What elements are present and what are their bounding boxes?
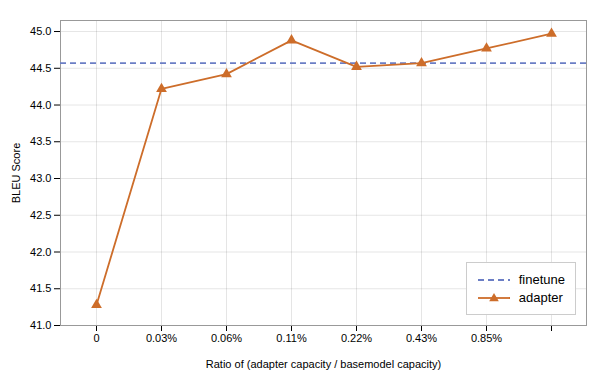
svg-text:41.5: 41.5 [30,282,51,294]
svg-text:0: 0 [93,332,99,344]
svg-text:Ratio of (adapter capacity / b: Ratio of (adapter capacity / basemodel c… [206,358,441,370]
svg-text:42.5: 42.5 [30,209,51,221]
svg-text:0.06%: 0.06% [211,332,242,344]
svg-text:BLEU Score: BLEU Score [10,143,22,204]
svg-text:0.11%: 0.11% [276,332,307,344]
svg-text:0.85%: 0.85% [471,332,502,344]
svg-text:45.0: 45.0 [30,25,51,37]
svg-text:0.03%: 0.03% [146,332,177,344]
svg-text:41.0: 41.0 [30,319,51,331]
html-text:finetune: finetune [518,272,565,287]
svg-text:43.0: 43.0 [30,172,51,184]
svg-text:44.0: 44.0 [30,99,51,111]
svg-text:44.5: 44.5 [30,62,51,74]
svg-text:0.22%: 0.22% [341,332,372,344]
html-text:adapter: adapter [518,290,563,305]
svg-text:42.0: 42.0 [30,246,51,258]
svg-text:0.43%: 0.43% [406,332,437,344]
svg-text:43.5: 43.5 [30,135,51,147]
